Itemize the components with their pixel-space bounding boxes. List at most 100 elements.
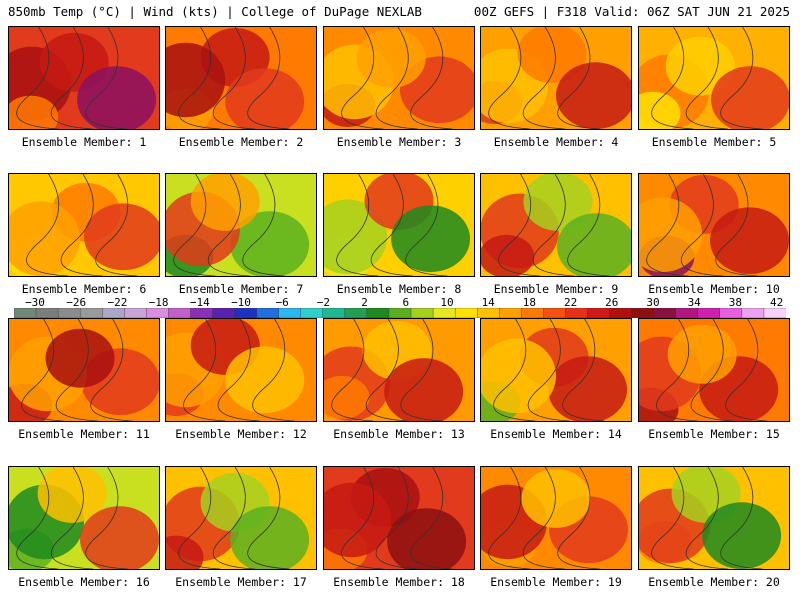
height-contour xyxy=(341,467,384,569)
height-contour xyxy=(651,27,694,129)
height-contour xyxy=(252,319,295,421)
height-contour xyxy=(725,319,768,421)
height-contour xyxy=(410,467,453,569)
height-contour xyxy=(85,467,128,569)
colorbar-tick-label: 38 xyxy=(728,296,743,309)
colorbar-swatch xyxy=(499,308,523,318)
temperature-region xyxy=(391,205,471,273)
height-contour xyxy=(685,467,728,569)
temperature-map xyxy=(481,467,631,569)
temperature-region xyxy=(324,199,388,275)
height-contour xyxy=(557,27,600,129)
model-valid-time: 00Z GEFS | F318 Valid: 06Z SAT JUN 21 20… xyxy=(473,4,790,19)
height-contour xyxy=(715,174,758,276)
height-contour xyxy=(562,319,605,421)
height-contour xyxy=(247,467,290,569)
ensemble-member-label: Ensemble Member: 15 xyxy=(648,427,780,441)
temperature-region xyxy=(225,346,305,414)
temperature-region xyxy=(556,213,631,276)
temperature-region xyxy=(384,358,464,421)
temperature-region xyxy=(702,502,782,569)
colorbar-tick-label: 34 xyxy=(687,296,701,309)
height-contour xyxy=(405,174,448,276)
temperature-map xyxy=(481,174,631,276)
temperature-region xyxy=(324,375,370,420)
temperature-region xyxy=(190,174,260,231)
height-contour xyxy=(85,27,128,129)
colorbar-swatch xyxy=(102,308,125,318)
ensemble-member-label: Ensemble Member: 10 xyxy=(648,282,780,296)
height-contour xyxy=(60,174,103,276)
colorbar-swatch xyxy=(543,308,567,318)
ensemble-member-label: Ensemble Member: 9 xyxy=(493,282,619,296)
ensemble-member-label: Ensemble Member: 17 xyxy=(175,575,307,589)
height-contour xyxy=(370,174,413,276)
ensemble-panel-3 xyxy=(323,26,475,130)
colorbar-swatch xyxy=(587,308,611,318)
colorbar-tick-label: −10 xyxy=(231,296,251,309)
temperature-region xyxy=(710,207,789,275)
temperature-map xyxy=(639,467,789,569)
height-contour xyxy=(212,27,255,129)
temperature-region xyxy=(639,197,703,273)
colorbar-swatch xyxy=(124,308,148,318)
colorbar-tick-label: 6 xyxy=(402,296,410,309)
colorbar-swatch xyxy=(675,308,699,318)
height-contour xyxy=(532,174,575,276)
colorbar-tick-label: 26 xyxy=(605,296,619,309)
colorbar-tick-label: −6 xyxy=(275,296,289,309)
colorbar-tick-label: −14 xyxy=(189,296,210,309)
height-contour xyxy=(90,319,133,421)
temperature-region xyxy=(37,467,107,523)
ensemble-member-label: Ensemble Member: 18 xyxy=(333,575,465,589)
height-contour xyxy=(51,467,93,569)
temperature-map xyxy=(324,174,474,276)
colorbar-swatch xyxy=(631,308,655,318)
colorbar-tick-label: −22 xyxy=(107,296,128,309)
height-contour xyxy=(16,467,59,569)
height-contour xyxy=(95,174,138,276)
temperature-map xyxy=(166,174,316,276)
colorbar-swatch xyxy=(653,308,677,318)
ensemble-panel-17 xyxy=(165,466,317,570)
height-contour xyxy=(527,319,570,421)
temperature-map xyxy=(166,319,316,421)
height-contour xyxy=(720,467,763,569)
height-contour xyxy=(651,467,694,569)
ensemble-panel-20 xyxy=(638,466,790,570)
ensemble-panel-7 xyxy=(165,173,317,277)
colorbar-swatch xyxy=(212,308,236,318)
temperature-region xyxy=(639,91,681,129)
ensemble-panel-8 xyxy=(323,173,475,277)
colorbar-tick-label: 22 xyxy=(563,296,578,309)
height-contour xyxy=(366,319,408,421)
colorbar-swatch xyxy=(432,308,456,318)
temperature-map xyxy=(9,467,159,569)
ensemble-panel-5 xyxy=(638,26,790,130)
ensemble-panel-1 xyxy=(8,26,160,130)
colorbar-swatch xyxy=(300,308,324,318)
height-contour xyxy=(336,174,379,276)
colorbar-swatch xyxy=(697,308,721,318)
temperature-region xyxy=(324,482,392,558)
height-contour xyxy=(488,467,531,569)
colorbar-tick-label: 14 xyxy=(481,296,495,309)
colorbar-swatch xyxy=(14,308,37,318)
colorbar-swatch xyxy=(278,308,302,318)
height-contour xyxy=(178,27,221,129)
temperature-map xyxy=(639,27,789,129)
height-contour xyxy=(493,319,536,421)
ensemble-member-label: Ensemble Member: 1 xyxy=(21,135,147,149)
temperature-region xyxy=(481,234,535,276)
temperature-map xyxy=(324,27,474,129)
temperature-region xyxy=(665,36,735,96)
temperature-region xyxy=(556,62,631,129)
height-contour xyxy=(183,319,226,421)
ensemble-member-label: Ensemble Member: 3 xyxy=(336,135,462,149)
colorbar-swatch xyxy=(79,308,103,318)
ensemble-member-label: Ensemble Member: 20 xyxy=(648,575,780,589)
temperature-map xyxy=(481,27,631,129)
temperature-region xyxy=(230,506,310,569)
colorbar-swatch xyxy=(168,308,192,318)
ensemble-member-label: Ensemble Member: 8 xyxy=(336,282,462,296)
